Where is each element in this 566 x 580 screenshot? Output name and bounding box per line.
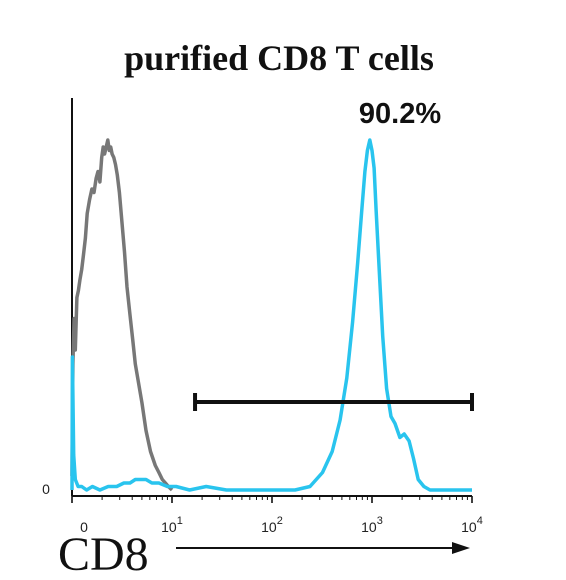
x-tick-exponent: 3 [377, 515, 383, 527]
x-tick-label: 104 [461, 515, 483, 535]
x-axis-ticks [71, 496, 473, 503]
plot-area [70, 98, 474, 503]
chart-title: purified CD8 T cells [124, 38, 434, 78]
x-axis-arrow [176, 542, 470, 554]
x-tick-exponent: 4 [477, 515, 483, 527]
x-tick-label: 102 [261, 515, 283, 535]
x-tick-exponent: 1 [177, 515, 183, 527]
series-line-0 [70, 138, 174, 492]
x-axis-label: CD8 [58, 528, 149, 580]
series-layer [70, 138, 472, 492]
gate-percentage: 90.2% [359, 98, 441, 130]
x-tick-label: 101 [161, 515, 183, 535]
x-tick-label: 0 [80, 519, 88, 535]
x-tick-exponent: 2 [277, 515, 283, 527]
series-line-1 [70, 138, 472, 492]
x-tick-label: 103 [361, 515, 383, 535]
gate-layer [193, 393, 474, 411]
y-tick-label-zero: 0 [42, 481, 50, 497]
arrow-head-icon [452, 542, 470, 554]
